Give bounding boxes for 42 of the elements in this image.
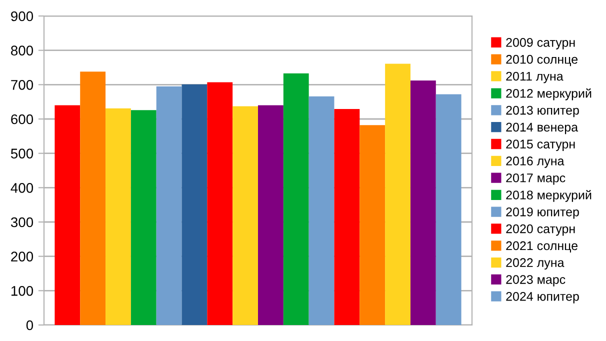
bar: [156, 86, 182, 325]
legend-label: 2009 сатурн: [506, 38, 575, 50]
legend-label: 2020 сатурн: [506, 224, 575, 236]
legend-label: 2018 меркурий: [506, 190, 592, 202]
bar: [207, 82, 233, 325]
bar: [54, 105, 80, 325]
bar: [232, 106, 258, 325]
legend-label: 2024 юпитер: [506, 292, 579, 304]
legend-label: 2010 солнце: [506, 54, 578, 66]
bar: [385, 64, 410, 325]
bar: [334, 109, 360, 325]
legend-label: 2014 венера: [506, 122, 578, 134]
bar: [283, 73, 309, 325]
legend-label: 2012 меркурий: [506, 88, 592, 100]
y-tick-label: 700: [11, 80, 34, 90]
bar: [106, 108, 131, 325]
legend-label: 2019 юпитер: [506, 207, 579, 219]
bar: [308, 96, 334, 325]
y-tick-label: 500: [10, 148, 34, 159]
legend-label: 2022 луна: [506, 258, 564, 270]
y-tick-label: 400: [10, 183, 34, 193]
bar: [182, 84, 208, 325]
y-tick-label: 300: [10, 217, 34, 228]
bar: [410, 80, 436, 325]
legend-label: 2021 солнце: [506, 241, 578, 252]
y-tick-label: 900: [11, 11, 34, 22]
bar: [258, 105, 284, 325]
legend-label: 2023 марс: [506, 275, 566, 286]
bar: [436, 94, 462, 325]
bar: [80, 72, 106, 325]
legend-label: 2017 марс: [506, 173, 566, 185]
legend-label: 2013 юпитер: [506, 106, 579, 118]
y-tick-label: 200: [11, 252, 34, 262]
y-tick-label: 800: [11, 46, 34, 56]
y-tick-label: 100: [11, 286, 34, 296]
legend-label: 2016 луна: [506, 156, 564, 168]
y-tick-label: 0: [26, 320, 34, 330]
bar: [360, 125, 386, 325]
legend-label: 2015 сатурн: [506, 140, 575, 151]
legend-label: 2011 луна: [506, 72, 564, 84]
bar: [130, 110, 156, 325]
y-tick-label: 600: [11, 114, 34, 124]
